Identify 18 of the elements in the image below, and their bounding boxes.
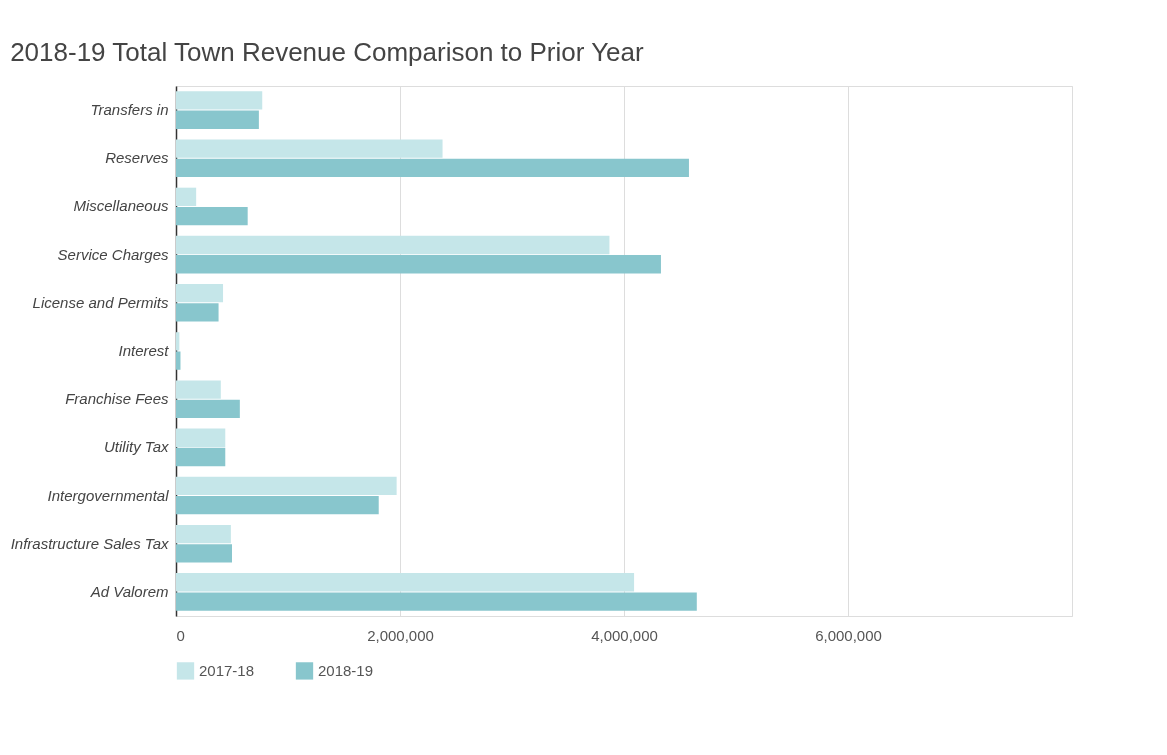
x-tick-label: 4,000,000 <box>591 626 658 644</box>
y-tick-label: Intergovernmental <box>47 486 170 504</box>
legend-label: 2018-19 <box>318 661 374 679</box>
y-tick-label: Transfers in <box>90 101 169 119</box>
y-tick-label: Reserves <box>105 149 169 167</box>
chart-title: 2018-19 Total Town Revenue Comparison to Prior Year <box>10 37 645 67</box>
x-tick-label: 2,000,000 <box>367 626 434 644</box>
x-tick-label: 0 <box>176 626 185 644</box>
y-tick-label: Service Charges <box>57 245 169 263</box>
legend-label: 2017-18 <box>199 661 255 679</box>
y-tick-label: License and Permits <box>32 293 169 311</box>
y-tick-label: Ad Valorem <box>89 582 169 600</box>
y-tick-label: Utility Tax <box>104 438 169 456</box>
y-tick-label: Interest <box>118 342 170 359</box>
y-tick-label: Franchise Fees <box>65 390 169 408</box>
y-tick-label: Miscellaneous <box>73 197 169 215</box>
y-tick-label: Infrastructure Sales Tax <box>10 534 169 552</box>
x-tick-label: 6,000,000 <box>815 626 882 644</box>
